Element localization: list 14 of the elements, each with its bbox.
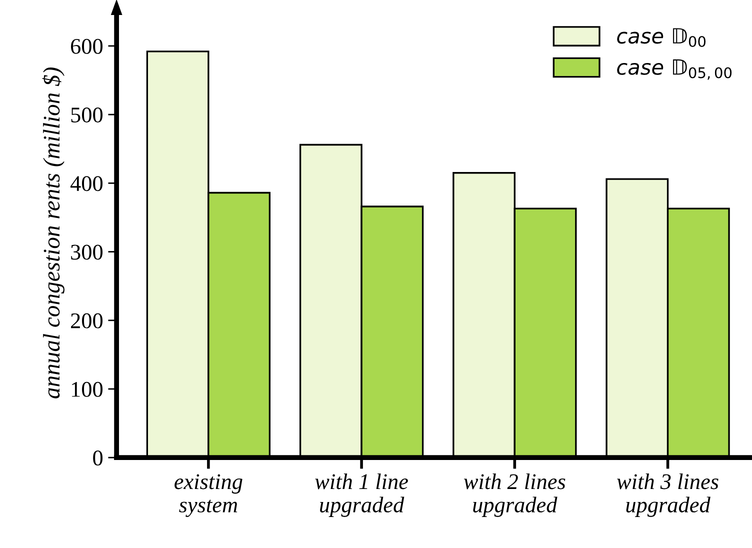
y-tick-label: 0 <box>93 450 103 466</box>
x-tick-label: with 3 lines upgraded <box>617 474 718 517</box>
y-tick-label: 400 <box>70 176 103 192</box>
y-tick-label: 300 <box>71 244 103 260</box>
y-tick-label: 600 <box>70 38 103 54</box>
x-tick-label: existing system <box>174 474 242 518</box>
y-tick-label: 100 <box>72 382 103 397</box>
legend-label: case 𝔻$_{00}$ <box>617 28 706 48</box>
y-tick-label: 200 <box>71 313 103 328</box>
legend-label: case 𝔻$_{05,00}$ <box>617 59 732 80</box>
x-tick-label: with 1 line upgraded <box>315 474 408 517</box>
x-tick-label: with 2 lines upgraded <box>464 474 566 517</box>
y-tick-label: 500 <box>71 107 103 122</box>
y-axis-title: annual congestion rents (million $) <box>42 67 64 398</box>
